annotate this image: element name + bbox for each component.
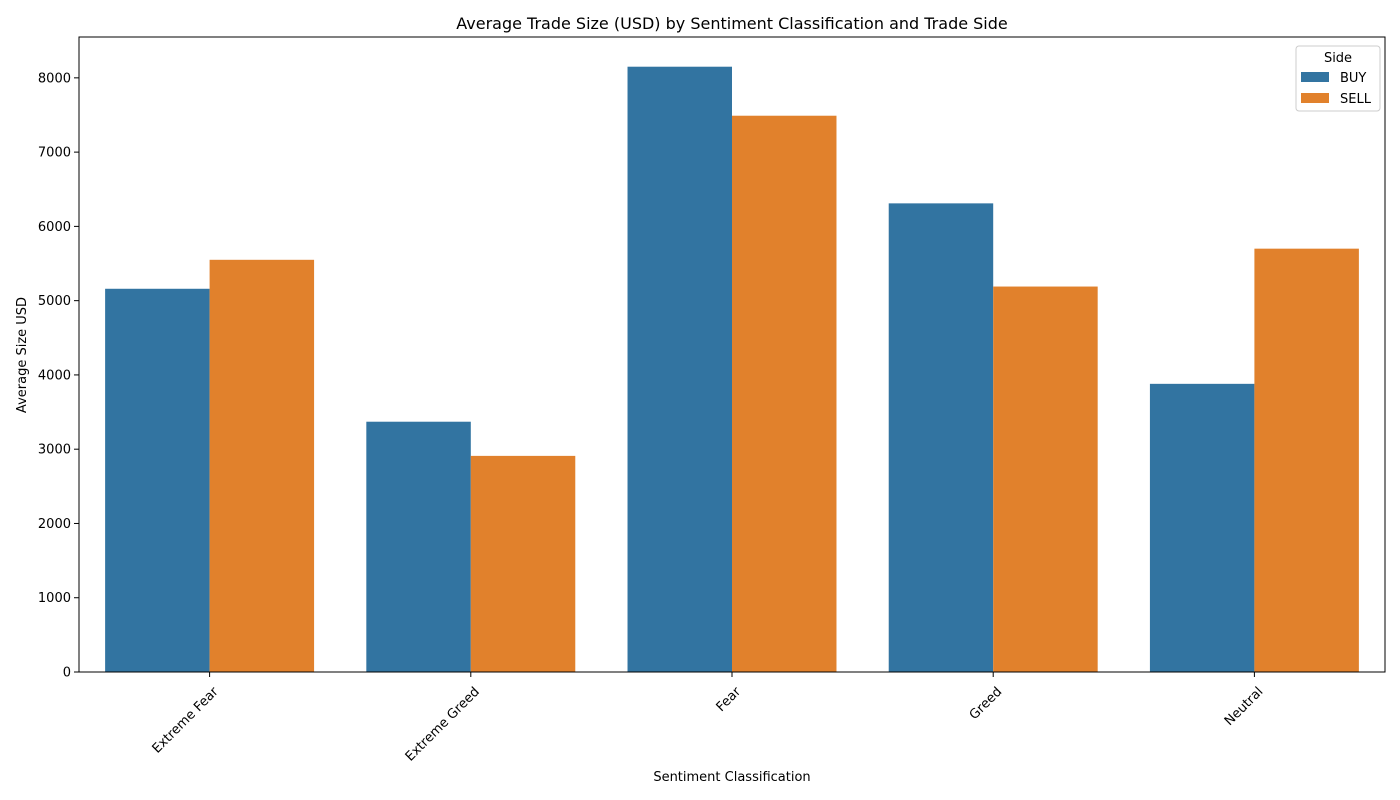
bar-sell-greed [993, 286, 1098, 672]
x-tick-label: Neutral [1222, 684, 1267, 729]
legend-label-buy: BUY [1340, 71, 1366, 86]
legend-title: Side [1324, 51, 1352, 66]
y-axis-label: Average Size USD [15, 297, 30, 413]
bar-buy-extreme-greed [366, 421, 471, 672]
y-tick-label: 4000 [38, 368, 71, 383]
y-tick-label: 6000 [38, 220, 71, 235]
x-tick-label: Fear [714, 684, 745, 715]
bar-sell-extreme-greed [470, 455, 576, 672]
bar-buy-greed [888, 203, 994, 672]
y-tick-label: 2000 [38, 517, 71, 532]
y-tick-label: 0 [63, 666, 71, 681]
bar-buy-neutral [1149, 383, 1255, 672]
y-tick-label: 3000 [38, 443, 71, 458]
legend-swatch-sell [1301, 93, 1329, 103]
bar-buy-fear [627, 66, 732, 673]
x-tick-label: Extreme Fear [150, 684, 223, 757]
bar-sell-fear [732, 115, 837, 672]
x-tick-label: Greed [967, 684, 1005, 722]
y-tick-label: 8000 [38, 71, 71, 86]
x-axis-label: Sentiment Classification [653, 770, 810, 785]
x-tick-label: Extreme Greed [403, 684, 483, 764]
bar-buy-extreme-fear [105, 288, 210, 672]
bars-group [105, 66, 1359, 673]
chart-title: Average Trade Size (USD) by Sentiment Cl… [456, 14, 1008, 33]
legend: Side BUY SELL [1295, 45, 1381, 112]
bar-sell-neutral [1254, 248, 1359, 672]
y-tick-label: 7000 [38, 146, 71, 161]
y-tick-label: 5000 [38, 294, 71, 309]
y-tick-label: 1000 [38, 591, 71, 606]
legend-label-sell: SELL [1340, 92, 1372, 107]
bar-sell-extreme-fear [209, 259, 315, 672]
legend-swatch-buy [1301, 72, 1329, 82]
